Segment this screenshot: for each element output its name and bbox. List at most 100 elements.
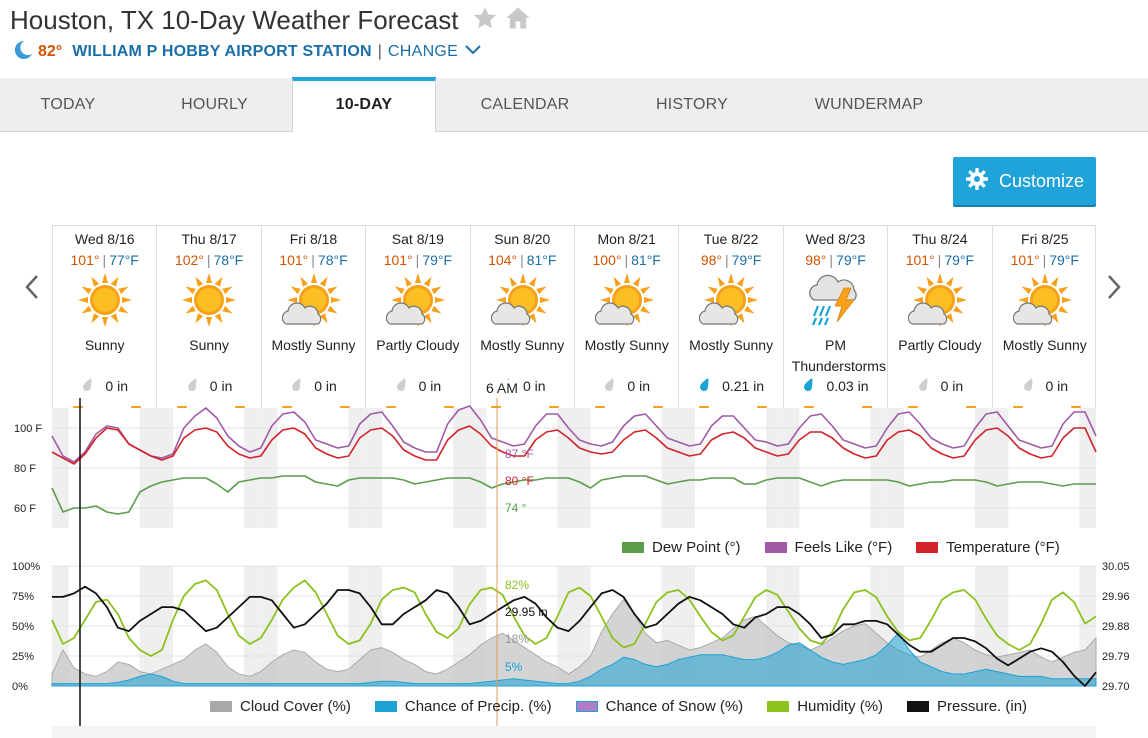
swatch [210, 701, 232, 712]
tab-bar: TODAY HOURLY 10-DAY CALENDAR HISTORY WUN… [0, 77, 1148, 132]
title-row: Houston, TX 10-Day Weather Forecast [10, 4, 532, 36]
customize-button[interactable]: Customize [953, 157, 1096, 205]
day-high: 104° [488, 252, 518, 268]
day-high: 101° [279, 252, 309, 268]
hover-precip-label: 5% [505, 660, 523, 674]
tab-history[interactable]: HISTORY [656, 96, 728, 113]
legend-cloud-cover[interactable]: Cloud Cover (%) [210, 698, 351, 715]
y2-tick-label: 29.70 [1102, 681, 1130, 693]
page-title: Houston, TX 10-Day Weather Forecast [10, 4, 459, 35]
mostly-sunny-icon [281, 270, 346, 332]
customize-label: Customize [998, 170, 1085, 191]
temp-separator: | [829, 252, 834, 268]
sunny-icon [177, 270, 241, 332]
tab-hourly[interactable]: HOURLY [181, 96, 248, 113]
day-precip: 0 in [993, 377, 1097, 394]
change-station-button[interactable]: CHANGE [388, 43, 482, 61]
day-card[interactable]: Sat 8/19 101° | 79°F Partly Cloudy 0 in [366, 226, 471, 411]
day-card[interactable]: Thu 8/17 102° | 78°F Sunny 0 in [157, 226, 262, 411]
day-precip: 0 in [157, 377, 260, 394]
tab-wundermap[interactable]: WUNDERMAP [814, 96, 924, 113]
day-high: 101° [383, 252, 413, 268]
raindrop-icon [603, 377, 617, 394]
legend-dew-point[interactable]: Dew Point (°) [622, 539, 741, 556]
tab-10-day[interactable]: 10-DAY [292, 77, 436, 132]
raindrop-icon [186, 377, 200, 394]
day-temps: 101° | 79°F [366, 252, 469, 268]
day-date: Sat 8/19 [391, 231, 444, 247]
day-temps: 98° | 79°F [679, 252, 782, 268]
title-icons [466, 5, 532, 36]
temp-separator: | [206, 252, 211, 268]
series-dew-line [51, 475, 1096, 515]
day-card[interactable]: Sun 8/20 104° | 81°F Mostly Sunny 0 in [471, 226, 575, 411]
day-date: Fri 8/18 [289, 231, 338, 247]
chevron-down-icon [464, 43, 482, 61]
legend-feels-like[interactable]: Feels Like (°F) [764, 539, 892, 556]
precip-amount: 0.21 in [722, 377, 765, 394]
raindrop-icon [290, 377, 304, 394]
tab-today[interactable]: TODAY [40, 96, 96, 113]
home-icon[interactable] [504, 5, 532, 36]
day-precip: 0 in [575, 377, 678, 394]
precip-amount: 0 in [1045, 377, 1069, 394]
day-temps: 101° | 79°F [993, 252, 1097, 268]
day-condition: Partly Cloudy [898, 337, 982, 353]
day-precip: 0 in [53, 377, 156, 394]
day-card[interactable]: Fri 8/25 101° | 79°F Mostly Sunny 0 in [993, 226, 1097, 411]
star-icon[interactable] [472, 5, 498, 36]
hover-feels-like-label: 87 °F [505, 447, 534, 461]
separator: | [377, 43, 382, 60]
next-arrow-icon[interactable] [1104, 272, 1124, 310]
legend-snow-chance[interactable]: Chance of Snow (%) [575, 698, 743, 715]
prev-arrow-icon[interactable] [22, 272, 42, 310]
day-low: 78°F [317, 252, 348, 268]
mostly-sunny-icon [1012, 270, 1077, 332]
humidity-line [51, 579, 1097, 657]
day-precip: 0.03 in [784, 377, 887, 394]
day-date: Thu 8/24 [912, 231, 968, 247]
series-feels-line [51, 405, 1097, 463]
day-date: Fri 8/25 [1021, 231, 1069, 247]
temp-separator: | [311, 252, 315, 268]
legend-pressure[interactable]: Pressure. (in) [907, 698, 1027, 715]
day-date: Mon 8/21 [597, 231, 656, 247]
hover-humidity-label: 82% [505, 578, 529, 592]
legend-precip-chance[interactable]: Chance of Precip. (%) [374, 698, 552, 715]
current-temp: 82° [38, 43, 63, 60]
legend-label: Dew Point (°) [652, 539, 741, 556]
day-condition: Sunny [84, 337, 125, 353]
y2-tick-label: 29.79 [1102, 651, 1130, 663]
swatch [622, 542, 644, 553]
temp-separator: | [1042, 252, 1047, 268]
precip-amount: 0 in [314, 377, 337, 394]
raindrop-icon [698, 377, 712, 394]
day-high: 102° [174, 252, 204, 268]
day-card[interactable]: Mon 8/21 100° | 81°F Mostly Sunny 0 in [575, 226, 680, 411]
precip-amount: 0 in [627, 377, 650, 394]
station-name[interactable]: WILLIAM P HOBBY AIRPORT STATION [72, 43, 372, 60]
hover-cloud-cover-label: 18% [505, 632, 529, 646]
precip-chart-legend: Cloud Cover (%) Chance of Precip. (%) Ch… [186, 698, 1027, 715]
station-row: 82° WILLIAM P HOBBY AIRPORT STATION | CH… [10, 40, 482, 64]
day-low: 79°F [944, 252, 975, 268]
day-condition: Sunny [189, 337, 229, 353]
day-temps: 100° | 81°F [575, 252, 678, 268]
day-high: 98° [700, 252, 722, 268]
temp-separator: | [937, 252, 942, 268]
legend-humidity[interactable]: Humidity (%) [767, 698, 883, 715]
day-temps: 102° | 78°F [157, 252, 260, 268]
mostly-sunny-icon [594, 270, 659, 332]
tab-calendar[interactable]: CALENDAR [480, 96, 570, 113]
pressure-line [52, 585, 1097, 687]
day-temps: 101° | 77°F [53, 252, 156, 268]
day-card[interactable]: Wed 8/16 101° | 77°F Sunny 0 in [53, 226, 158, 411]
day-date: Tue 8/22 [703, 231, 759, 247]
legend-temperature[interactable]: Temperature (°F) [916, 539, 1060, 556]
day-precip: 0 in [366, 377, 469, 394]
day-high: 101° [70, 252, 100, 268]
day-card[interactable]: Thu 8/24 101° | 79°F Partly Cloudy 0 in [888, 226, 993, 411]
precip-amount: 0.03 in [826, 377, 869, 394]
day-card[interactable]: Tue 8/22 98° | 79°F Mostly Sunny 0.21 in [679, 226, 784, 411]
